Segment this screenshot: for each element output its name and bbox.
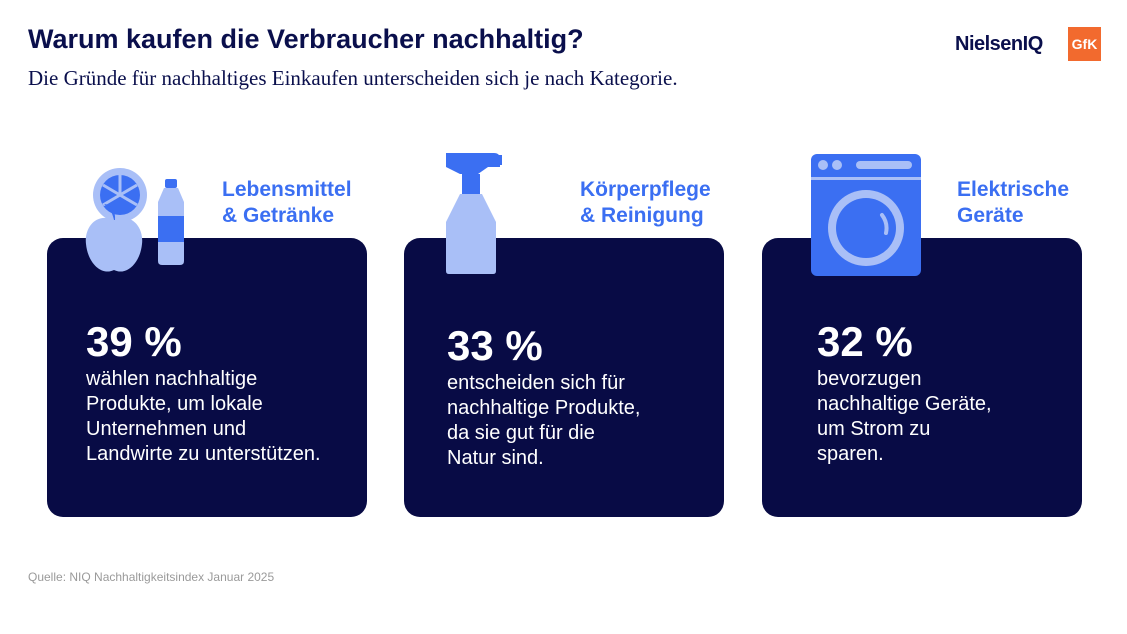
description-appliances: bevorzugen nachhaltige Geräte, um Strom … <box>817 368 992 465</box>
percent-personal-care: 33 % <box>447 322 543 369</box>
description-food: wählen nachhaltige Produkte, um lokale U… <box>86 368 321 465</box>
washing-machine-icon <box>811 154 921 276</box>
food-drink-icon <box>85 168 184 272</box>
card-food-drinks <box>47 238 367 517</box>
card-personal-care <box>404 238 724 517</box>
category-label-food: Lebensmittel & Getränke <box>222 178 352 227</box>
page-title: Warum kaufen die Verbraucher nachhaltig? <box>28 24 584 54</box>
source-note: Quelle: NIQ Nachhaltigkeitsindex Januar … <box>28 570 275 584</box>
percent-food: 39 % <box>86 318 182 365</box>
page-subtitle: Die Gründe für nachhaltiges Einkaufen un… <box>28 66 678 90</box>
category-label-appliances: Elektrische Geräte <box>957 178 1070 227</box>
percent-appliances: 32 % <box>817 318 913 365</box>
card-electric-appliances <box>762 238 1082 517</box>
spray-bottle-icon <box>446 153 502 274</box>
category-label-personal-care: Körperpflege & Reinigung <box>580 178 711 227</box>
nielseniq-logo: NielsenIQ <box>955 33 1043 55</box>
description-personal-care: entscheiden sich für nachhaltige Produkt… <box>447 372 641 469</box>
gfk-logo: GfK <box>1068 27 1101 61</box>
